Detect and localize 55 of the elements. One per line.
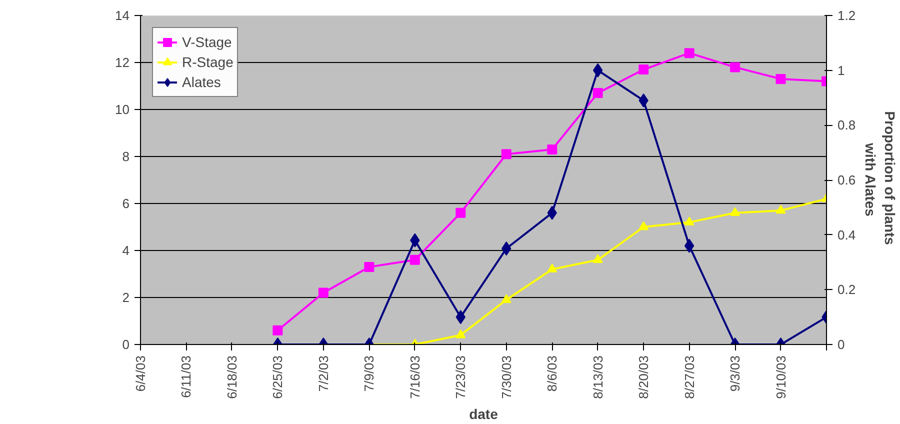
x-tick-label: 8/13/03 <box>590 356 606 399</box>
x-tick-label: 6/11/03 <box>178 355 194 398</box>
x-tick-label: 7/23/03 <box>453 356 468 399</box>
y2-tick-label: 0.8 <box>838 118 856 133</box>
y-tick-label: 12 <box>115 55 130 70</box>
point <box>730 207 740 216</box>
point <box>456 208 466 218</box>
y2-tick-label: 0.6 <box>838 172 856 188</box>
x-tick-label: 9/3/03 <box>728 355 743 392</box>
point <box>501 294 512 303</box>
point <box>684 48 694 58</box>
point <box>410 254 420 265</box>
point <box>592 88 603 98</box>
y2-tick-label: 0.2 <box>838 282 856 298</box>
point <box>776 204 786 214</box>
y-tick-label: 14 <box>115 8 130 23</box>
point <box>638 221 649 230</box>
legend-label: V-Stage <box>182 34 232 50</box>
point <box>547 264 558 272</box>
x-tick-label: 7/9/03 <box>362 355 377 392</box>
x-tick-label: 8/27/03 <box>682 356 697 399</box>
point <box>638 64 649 75</box>
point <box>547 144 558 154</box>
point <box>272 325 283 336</box>
point <box>318 288 328 298</box>
x-tick-label: 7/16/03 <box>407 356 422 399</box>
x-tick-label: 7/30/03 <box>498 356 514 399</box>
x-tick-label: 7/2/03 <box>316 355 331 392</box>
y-tick-label: 6 <box>122 196 130 211</box>
point <box>456 329 466 338</box>
x-axis-title: date <box>469 406 498 422</box>
y-tick-label: 8 <box>122 149 130 164</box>
y2-axis-title: Proportion of plants with Alates <box>862 111 898 246</box>
point <box>501 149 512 160</box>
point <box>684 216 694 226</box>
x-tick-label: 8/20/03 <box>636 356 652 399</box>
point <box>592 254 603 263</box>
y-tick-label: 0 <box>122 337 130 352</box>
x-tick-label: 6/4/03 <box>133 355 148 392</box>
y2-tick-label: 0 <box>838 337 845 352</box>
point <box>776 74 786 84</box>
legend-label: Alates <box>182 74 221 90</box>
y-tick-label: 4 <box>122 243 130 258</box>
point <box>364 262 374 272</box>
y-tick-label: 2 <box>122 290 130 305</box>
x-tick-label: 9/10/03 <box>773 356 788 399</box>
y2-tick-label: 0.4 <box>838 227 856 242</box>
point <box>730 62 740 72</box>
x-tick-label: 6/25/03 <box>270 356 286 399</box>
x-tick-label: 6/18/03 <box>224 356 240 399</box>
y2-tick-label: 1 <box>838 62 845 78</box>
y2-tick-label: 1.2 <box>838 8 856 23</box>
legend-label: R-Stage <box>182 54 234 70</box>
y-tick-label: 10 <box>115 102 130 117</box>
x-tick-label: 8/6/03 <box>544 355 560 392</box>
